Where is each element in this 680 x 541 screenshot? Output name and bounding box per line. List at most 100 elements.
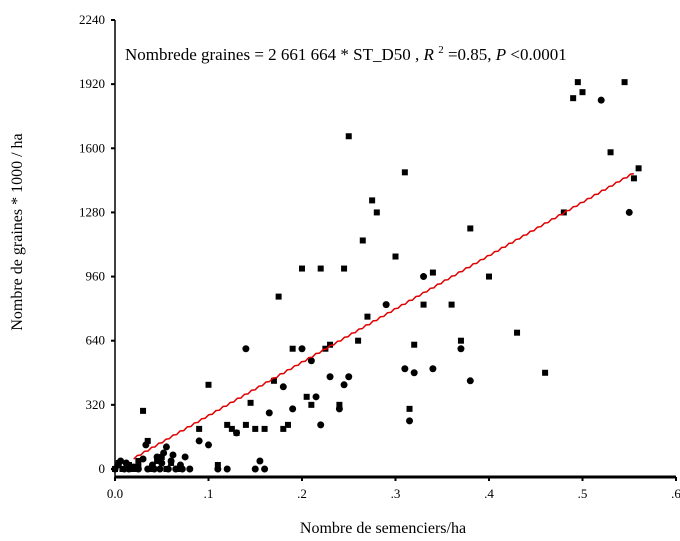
data-point	[284, 421, 291, 428]
data-point	[130, 465, 137, 472]
data-point	[261, 465, 269, 473]
data-point	[233, 429, 240, 436]
y-tick-label: 2240	[79, 12, 105, 27]
data-point	[181, 453, 189, 461]
data-point	[574, 79, 581, 86]
x-tick-label: .6	[671, 486, 680, 501]
data-point	[369, 197, 376, 204]
regression-line	[133, 172, 634, 460]
data-point	[317, 265, 324, 272]
x-tick-label: .1	[204, 486, 214, 501]
data-point	[448, 301, 455, 308]
data-point	[429, 365, 437, 373]
data-point	[261, 425, 268, 432]
data-point	[307, 357, 315, 365]
data-point	[224, 421, 231, 428]
data-point	[621, 79, 628, 86]
data-point	[214, 461, 221, 468]
y-tick-label: 320	[86, 397, 106, 412]
y-tick-label: 1280	[79, 204, 105, 219]
data-point	[420, 273, 428, 281]
regression-annotation: Nombrede graines = 2 661 664 * ST_D50 , …	[125, 38, 567, 64]
y-axis-title: Nombre de graines * 1000 / ha	[9, 133, 26, 330]
data-point	[542, 369, 549, 376]
data-point	[140, 407, 147, 414]
data-point	[168, 459, 175, 466]
x-axis-title: Nombre de semenciers/ha	[300, 520, 466, 537]
annotation-r-exponent: 2	[438, 44, 444, 56]
data-point	[163, 465, 170, 472]
data-point	[514, 329, 521, 336]
data-point	[162, 443, 170, 451]
data-point	[196, 425, 203, 432]
data-point	[112, 465, 118, 472]
annotation-p-symbol: P	[495, 45, 506, 64]
y-tick-label: 1600	[79, 140, 105, 155]
data-point	[303, 393, 310, 400]
data-point	[341, 265, 348, 272]
data-point	[345, 373, 353, 381]
data-point	[205, 441, 212, 449]
annotation-p-value: <0.0001	[510, 45, 566, 64]
data-point	[228, 425, 235, 432]
data-point	[135, 457, 142, 464]
data-point	[607, 149, 614, 156]
data-point	[205, 381, 212, 388]
data-point	[299, 265, 305, 272]
y-tick-label: 1920	[79, 76, 105, 91]
y-tick-label: 640	[86, 333, 106, 348]
data-point	[467, 225, 474, 232]
data-point	[625, 208, 633, 216]
data-point	[392, 253, 399, 260]
data-point	[115, 459, 122, 466]
y-tick-label: 960	[86, 269, 106, 284]
data-point	[223, 465, 231, 473]
data-point	[317, 421, 325, 429]
data-point	[630, 175, 637, 182]
x-tick-label: 0.0	[107, 486, 123, 501]
data-point	[158, 453, 165, 460]
data-point	[252, 425, 259, 432]
data-point	[429, 269, 436, 276]
data-point	[457, 337, 464, 344]
data-point	[382, 301, 390, 309]
data-point	[154, 457, 161, 464]
data-point	[401, 365, 409, 373]
data-point	[280, 425, 287, 432]
data-point	[265, 409, 273, 417]
data-point	[406, 405, 413, 412]
data-point	[466, 377, 474, 385]
data-point	[340, 381, 348, 389]
x-tick-label: .3	[391, 486, 401, 501]
data-point	[410, 369, 418, 377]
data-point	[247, 399, 254, 406]
data-point	[359, 237, 366, 244]
data-point	[570, 95, 577, 102]
data-point	[486, 273, 492, 280]
data-point	[336, 401, 343, 408]
data-point	[312, 393, 320, 401]
annotation-r-symbol: R	[423, 45, 435, 64]
data-point	[195, 437, 203, 445]
x-tick-label: .5	[578, 486, 588, 501]
data-point	[135, 463, 142, 470]
x-tick-label: .2	[297, 486, 307, 501]
data-point	[364, 313, 371, 320]
data-point	[355, 337, 362, 344]
data-point	[635, 165, 642, 172]
data-point	[279, 383, 287, 391]
data-point	[169, 451, 177, 459]
data-point	[270, 377, 277, 384]
data-point	[242, 345, 250, 353]
data-point	[289, 345, 296, 352]
annotation-r2-value: =0.85,	[448, 45, 496, 64]
data-point	[597, 96, 605, 104]
annotation-equation: Nombrede graines = 2 661 664 * ST_D50 ,	[125, 45, 424, 64]
data-point	[345, 133, 352, 140]
data-point	[579, 89, 586, 96]
data-point	[149, 465, 156, 472]
data-point	[411, 341, 418, 348]
x-tick-label: .4	[484, 486, 494, 501]
data-point	[373, 209, 380, 216]
